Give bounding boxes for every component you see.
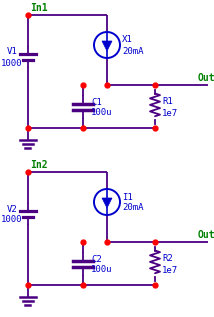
Text: V1: V1 xyxy=(7,48,17,56)
Text: 1e7: 1e7 xyxy=(162,109,178,118)
Text: I1: I1 xyxy=(122,192,133,202)
Text: In2: In2 xyxy=(30,160,48,170)
Text: C1: C1 xyxy=(91,98,102,107)
Text: 1000: 1000 xyxy=(1,216,23,224)
Text: X1: X1 xyxy=(122,36,133,44)
Text: C2: C2 xyxy=(91,255,102,264)
Text: 20mA: 20mA xyxy=(122,47,144,55)
Text: 1e7: 1e7 xyxy=(162,266,178,275)
Polygon shape xyxy=(102,198,112,208)
Text: R1: R1 xyxy=(162,97,173,106)
Polygon shape xyxy=(102,41,112,51)
Text: Out2: Out2 xyxy=(198,230,214,240)
Text: 100u: 100u xyxy=(91,265,113,274)
Text: V2: V2 xyxy=(7,204,17,214)
Text: In1: In1 xyxy=(30,3,48,13)
Text: 1000: 1000 xyxy=(1,59,23,68)
Text: Out1: Out1 xyxy=(198,73,214,83)
Text: R2: R2 xyxy=(162,254,173,263)
Text: 100u: 100u xyxy=(91,108,113,117)
Text: 20mA: 20mA xyxy=(122,204,144,212)
